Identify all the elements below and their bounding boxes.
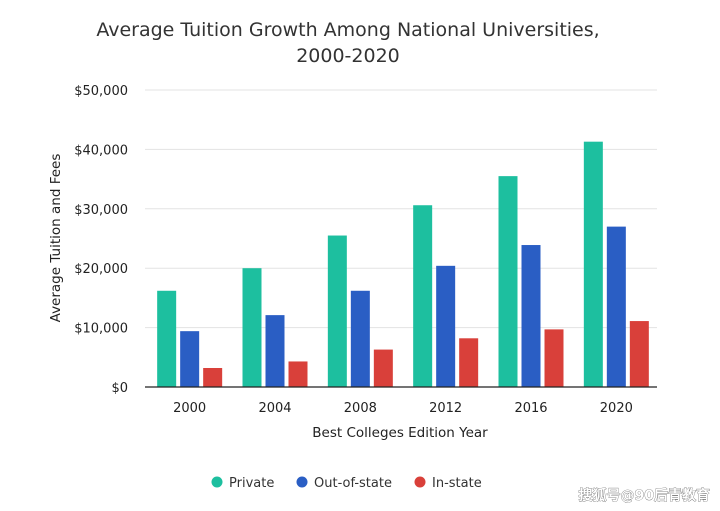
bar-out-of-state-2000 <box>180 331 200 387</box>
x-tick-label: 2004 <box>258 401 291 416</box>
y-tick-label: $40,000 <box>74 143 128 158</box>
legend-label: Out-of-state <box>314 476 392 491</box>
bar-out-of-state-2008 <box>350 290 370 387</box>
x-tick-label: 2000 <box>173 401 206 416</box>
x-tick-label: 2012 <box>429 401 462 416</box>
x-tick-label: 2016 <box>514 401 547 416</box>
legend-label: In-state <box>432 476 482 491</box>
y-tick-label: $0 <box>111 381 128 396</box>
y-axis-label: Average Tuition and Fees <box>48 154 64 323</box>
chart-subtitle: 2000-2020 <box>296 45 400 67</box>
y-tick-label: $50,000 <box>74 84 128 99</box>
y-tick-label: $10,000 <box>74 322 128 337</box>
bar-private-2016 <box>498 176 518 387</box>
bar-private-2020 <box>583 141 603 387</box>
bar-out-of-state-2020 <box>606 226 626 387</box>
gridlines <box>145 89 657 329</box>
chart-title: Average Tuition Growth Among National Un… <box>96 19 599 41</box>
watermark: 搜狐号@90后青教育 <box>579 487 710 504</box>
bar-in-state-2020 <box>629 321 649 387</box>
bar-in-state-2012 <box>459 338 479 387</box>
bar-private-2012 <box>413 205 433 387</box>
bar-in-state-2008 <box>373 349 393 387</box>
bar-private-2000 <box>157 290 177 387</box>
bar-in-state-2000 <box>203 367 223 387</box>
bar-private-2008 <box>327 235 347 387</box>
bar-in-state-2004 <box>288 361 308 387</box>
y-tick-label: $30,000 <box>74 203 128 218</box>
x-axis-label: Best Colleges Edition Year <box>312 425 488 441</box>
bar-in-state-2016 <box>544 329 564 387</box>
y-tick-labels: $0 $10,000 $20,000 $30,000 $40,000 $50,000 <box>74 84 128 396</box>
legend-swatch <box>296 476 308 488</box>
legend-label: Private <box>229 476 274 491</box>
bar-private-2004 <box>242 268 262 387</box>
x-tick-label: 2008 <box>344 401 377 416</box>
legend: Private Out-of-state In-state <box>211 476 482 491</box>
bar-out-of-state-2004 <box>265 315 285 387</box>
bar-out-of-state-2012 <box>436 265 456 387</box>
x-tick-label: 2020 <box>600 401 633 416</box>
legend-swatch <box>211 476 223 488</box>
bar-out-of-state-2016 <box>521 245 541 387</box>
y-tick-label: $20,000 <box>74 262 128 277</box>
x-tick-labels: 2000 2004 2008 2012 2016 2020 <box>173 401 633 416</box>
legend-swatch <box>414 476 426 488</box>
bars <box>157 141 649 387</box>
